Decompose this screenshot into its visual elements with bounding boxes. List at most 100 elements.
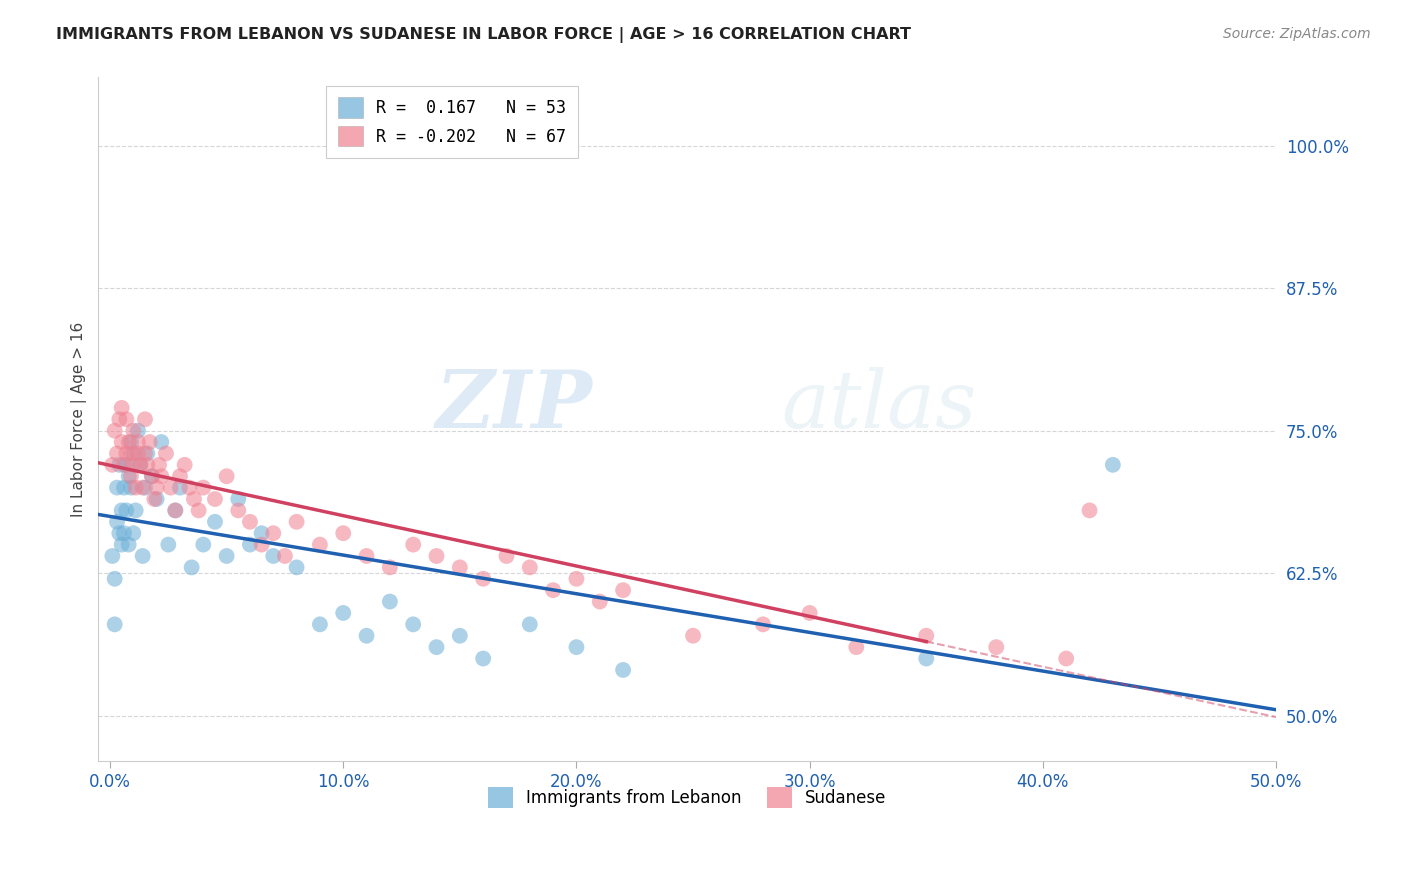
Point [169,469,191,483]
Point [120,435,142,450]
Point [449,560,471,574]
Text: Source: ZipAtlas.com: Source: ZipAtlas.com [1223,27,1371,41]
Point [148,458,170,472]
Point [115,503,138,517]
Point [356,629,378,643]
Point [115,412,138,426]
Point [108,526,131,541]
Point [111,503,134,517]
Point [193,481,215,495]
Point [127,424,149,438]
Point [682,629,704,643]
Point [141,469,163,483]
Point [309,617,332,632]
Point [472,651,495,665]
Point [332,526,354,541]
Point [262,549,284,563]
Point [799,606,821,620]
Point [250,538,273,552]
Point [1101,458,1123,472]
Point [104,572,127,586]
Point [274,549,297,563]
Point [250,526,273,541]
Point [402,538,425,552]
Point [122,446,145,460]
Point [120,469,142,483]
Legend: Immigrants from Lebanon, Sudanese: Immigrants from Lebanon, Sudanese [481,780,893,814]
Point [118,538,141,552]
Text: atlas: atlas [782,367,977,444]
Point [285,515,308,529]
Point [165,503,187,517]
Point [159,481,181,495]
Point [1054,651,1077,665]
Point [131,481,153,495]
Point [612,663,634,677]
Point [112,526,135,541]
Point [356,549,378,563]
Point [239,515,262,529]
Point [105,446,128,460]
Point [150,469,173,483]
Point [425,640,447,654]
Point [115,458,138,472]
Point [129,458,152,472]
Point [309,538,332,552]
Point [226,503,249,517]
Point [180,560,202,574]
Point [104,617,127,632]
Point [215,549,238,563]
Point [986,640,1008,654]
Point [129,458,152,472]
Point [136,458,159,472]
Point [565,572,588,586]
Point [111,538,134,552]
Point [145,481,167,495]
Point [226,491,249,506]
Point [204,491,226,506]
Point [157,538,180,552]
Point [138,435,160,450]
Point [108,458,131,472]
Point [134,446,156,460]
Point [141,469,163,483]
Point [136,446,159,460]
Point [752,617,775,632]
Point [612,583,634,598]
Point [519,617,541,632]
Point [262,526,284,541]
Point [118,435,141,450]
Point [183,491,205,506]
Point [239,538,262,552]
Point [104,424,127,438]
Point [120,481,142,495]
Point [112,458,135,472]
Point [101,549,124,563]
Point [112,481,135,495]
Point [124,481,146,495]
Point [472,572,495,586]
Point [127,435,149,450]
Point [111,435,134,450]
Point [122,526,145,541]
Point [134,412,156,426]
Point [120,446,142,460]
Text: IMMIGRANTS FROM LEBANON VS SUDANESE IN LABOR FORCE | AGE > 16 CORRELATION CHART: IMMIGRANTS FROM LEBANON VS SUDANESE IN L… [56,27,911,43]
Point [134,481,156,495]
Point [915,651,938,665]
Point [179,481,201,495]
Point [173,458,195,472]
Point [187,503,209,517]
Point [193,538,215,552]
Point [105,515,128,529]
Point [378,594,401,608]
Y-axis label: In Labor Force | Age > 16: In Labor Force | Age > 16 [72,322,87,516]
Point [204,515,226,529]
Point [332,606,354,620]
Point [165,503,187,517]
Point [143,491,166,506]
Point [122,424,145,438]
Text: ZIP: ZIP [436,367,593,444]
Point [378,560,401,574]
Point [108,412,131,426]
